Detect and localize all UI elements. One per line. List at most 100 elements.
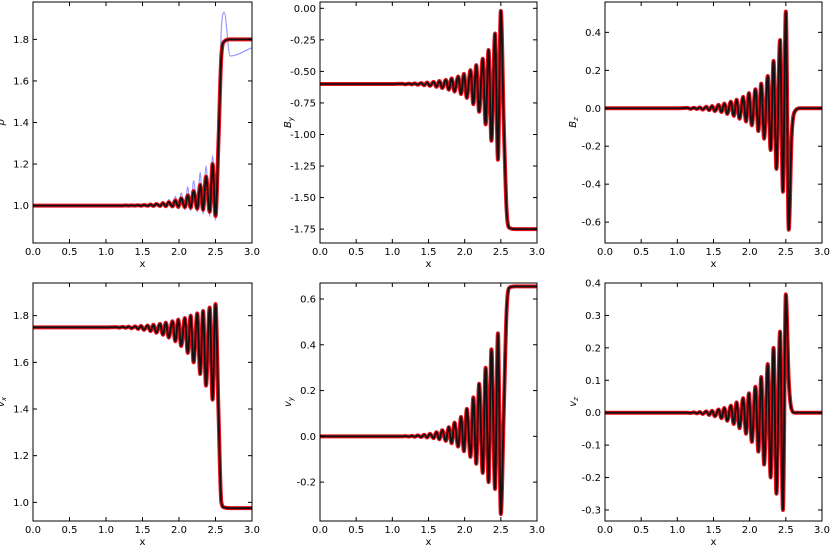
x-tick-label: 1.5: [421, 525, 437, 536]
y-tick-label: 0.1: [585, 376, 601, 387]
x-axis-label: x: [711, 537, 717, 546]
y-label-main: v: [0, 400, 7, 407]
y-tick-label: 0.4: [300, 340, 316, 351]
y-label-sub: y: [287, 116, 295, 122]
x-tick-label: 2.0: [742, 525, 758, 536]
x-tick-label: 3.0: [244, 525, 260, 536]
x-tick-label: 3.0: [244, 247, 260, 258]
x-tick-label: 2.0: [457, 525, 473, 536]
y-tick-label: -0.50: [290, 67, 316, 78]
x-tick-label: 2.5: [493, 525, 509, 536]
y-axis-label: vy: [283, 396, 295, 407]
x-tick-label: 1.0: [384, 247, 400, 258]
data-line: [605, 10, 822, 231]
x-tick-label: 2.5: [208, 525, 224, 536]
y-axis-label: vz: [568, 397, 580, 407]
x-tick-label: 1.0: [669, 247, 685, 258]
plot-area: [33, 302, 252, 511]
x-tick-label: 3.0: [814, 247, 830, 258]
x-axis-label: x: [426, 537, 432, 546]
y-tick-label: 0.3: [585, 311, 601, 322]
y-tick-label: 0.00: [294, 4, 316, 15]
y-tick-label: -0.2: [581, 473, 601, 484]
y-tick-label: -1.25: [290, 162, 316, 173]
x-tick-label: 1.0: [384, 525, 400, 536]
y-tick-label: 1.4: [13, 118, 29, 129]
plot-area: [605, 9, 822, 232]
y-label-sub: z: [572, 117, 580, 122]
y-tick-label: 0.4: [585, 279, 601, 290]
subplot: 0.00.51.01.52.02.53.01.01.21.41.61.8xvx: [0, 282, 260, 546]
y-label-sub: z: [572, 397, 580, 402]
y-tick-label: 0.4: [585, 28, 601, 39]
x-tick-label: 1.5: [135, 525, 151, 536]
x-tick-label: 1.5: [421, 247, 437, 258]
subplot: 0.0 0.5 1.0 1.5 2.0 2.5 3.0 -0.2 0.0 0.2 0.4 0.6 x vy: [283, 282, 545, 546]
x-tick-label: 0.0: [597, 247, 613, 258]
y-tick-label: -0.25: [290, 35, 316, 46]
y-tick-label: 0.2: [585, 66, 601, 77]
y-tick-label: -0.4: [581, 180, 601, 191]
y-tick-label: -1.50: [290, 193, 316, 204]
x-tick-label: 0.5: [348, 525, 364, 536]
subplot: 0.0 0.5 1.0 1.5 2.0 2.5 3.0 -1.75 -1.50 -1.25 -1.0…: [283, 1, 545, 270]
y-label-main: B: [283, 121, 294, 128]
data-line: [320, 9, 537, 231]
data-line: [605, 293, 822, 511]
y-tick-label: 0.0: [300, 432, 316, 443]
x-tick-label: 2.0: [742, 247, 758, 258]
x-tick-label: 0.5: [633, 247, 649, 258]
y-label-sub: x: [0, 396, 8, 402]
y-label-main: B: [568, 121, 579, 128]
subplot: 0.0 0.5 1.0 1.5 2.0 2.5 3.0 1.0 1.2 1.4 1.6 1.8 x ρ: [0, 1, 260, 270]
y-tick-label: 0.6: [300, 295, 316, 306]
x-tick-label: 1.0: [669, 525, 685, 536]
x-axis-label: x: [426, 259, 432, 270]
x-tick-label: 0.0: [312, 525, 328, 536]
subplot: 0.0 0.5 1.0 1.5 2.0 2.5 3.0 -0.6 -0.4 -0.2 0.0 0.2 0…: [568, 1, 830, 270]
x-tick-label: 0.0: [25, 525, 41, 536]
x-tick-label: 0.0: [597, 525, 613, 536]
y-tick-label: 0.0: [585, 408, 601, 419]
x-tick-label: 0.0: [312, 247, 328, 258]
y-label-main: ρ: [0, 119, 7, 126]
x-tick-label: 0.0: [25, 247, 41, 258]
plot-area: [320, 284, 537, 517]
y-axis-label: By: [283, 116, 295, 128]
y-tick-label: 0.2: [300, 386, 316, 397]
y-tick-label: -0.6: [581, 218, 601, 229]
y-tick-label: -0.3: [581, 505, 601, 516]
y-axis-label: Bz: [568, 117, 580, 128]
y-tick-label: -0.2: [296, 478, 316, 489]
y-tick-label: -0.1: [581, 441, 601, 452]
y-tick-label: 1.2: [13, 451, 29, 462]
y-tick-label: 1.4: [13, 405, 29, 416]
y-tick-label: 1.0: [13, 498, 29, 509]
y-tick-label: 1.8: [13, 311, 29, 322]
y-axis-label: vx: [0, 396, 8, 407]
y-tick-label: -1.00: [290, 130, 316, 141]
y-tick-label: 1.6: [13, 76, 29, 87]
x-tick-label: 1.0: [98, 247, 114, 258]
y-tick-label: 0.0: [585, 104, 601, 115]
x-tick-label: 3.0: [814, 525, 830, 536]
y-tick-label: 1.6: [13, 358, 29, 369]
x-tick-label: 1.5: [706, 247, 722, 258]
y-tick-label: 0.2: [585, 343, 601, 354]
y-axis-label: ρ: [0, 119, 7, 126]
x-tick-label: 2.5: [208, 247, 224, 258]
y-tick-label: -1.75: [290, 225, 316, 236]
x-tick-label: 0.5: [348, 247, 364, 258]
x-tick-label: 1.5: [706, 525, 722, 536]
x-tick-label: 2.0: [457, 247, 473, 258]
x-tick-label: 2.0: [171, 525, 187, 536]
x-axis-label: x: [140, 537, 146, 546]
plot-area: [605, 292, 822, 512]
x-tick-label: 2.5: [778, 247, 794, 258]
y-tick-label: 1.2: [13, 160, 29, 171]
data-line: [33, 303, 252, 510]
y-tick-label: -0.2: [581, 142, 601, 153]
x-tick-label: 2.0: [171, 247, 187, 258]
x-tick-label: 0.5: [633, 525, 649, 536]
